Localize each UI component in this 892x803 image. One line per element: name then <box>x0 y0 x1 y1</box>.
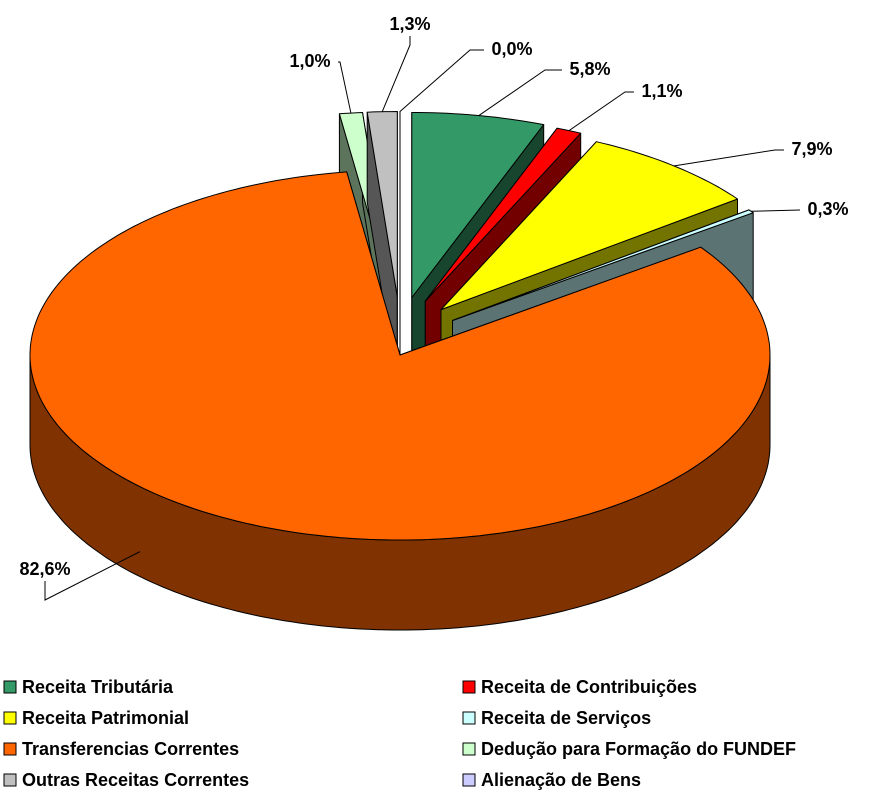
legend-label: Alienação de Bens <box>481 770 641 790</box>
data-label: 0,3% <box>807 199 848 219</box>
data-label: 1,1% <box>641 81 682 101</box>
legend-label: Receita Patrimonial <box>22 708 189 728</box>
data-label: 1,0% <box>289 51 330 71</box>
legend-label: Transferencias Correntes <box>22 739 239 759</box>
slice-top <box>411 112 545 298</box>
label-bg <box>484 39 540 61</box>
legend-swatch <box>3 773 17 787</box>
legend-swatch <box>3 680 17 694</box>
data-label: 1,3% <box>389 14 430 34</box>
slice <box>29 171 771 631</box>
legend-swatch <box>462 773 476 787</box>
legend-swatch <box>462 711 476 725</box>
label-bg <box>562 59 618 81</box>
label-bg <box>800 199 856 221</box>
label-bg <box>282 51 338 73</box>
leader-line <box>381 25 411 112</box>
legend-label: Outras Receitas Correntes <box>22 770 249 790</box>
label-bg <box>784 139 840 161</box>
label-bg <box>17 559 73 581</box>
data-label: 82,6% <box>19 559 70 579</box>
legend-swatch <box>3 742 17 756</box>
legend-label: Receita de Serviços <box>481 708 651 728</box>
data-label: 7,9% <box>791 139 832 159</box>
legend-label: Receita de Contribuições <box>481 677 697 697</box>
label-bg <box>634 81 690 103</box>
legend-swatch <box>462 680 476 694</box>
data-label: 0,0% <box>491 39 532 59</box>
legend-label: Receita Tributária <box>22 677 174 697</box>
legend-label: Dedução para Formação do FUNDEF <box>481 739 796 759</box>
legend-swatch <box>462 742 476 756</box>
slice-top <box>29 171 771 541</box>
pie <box>29 111 771 631</box>
data-label: 5,8% <box>569 59 610 79</box>
label-bg <box>382 14 438 36</box>
slice-top <box>452 209 754 321</box>
legend-swatch <box>3 711 17 725</box>
slice-top <box>440 141 738 311</box>
